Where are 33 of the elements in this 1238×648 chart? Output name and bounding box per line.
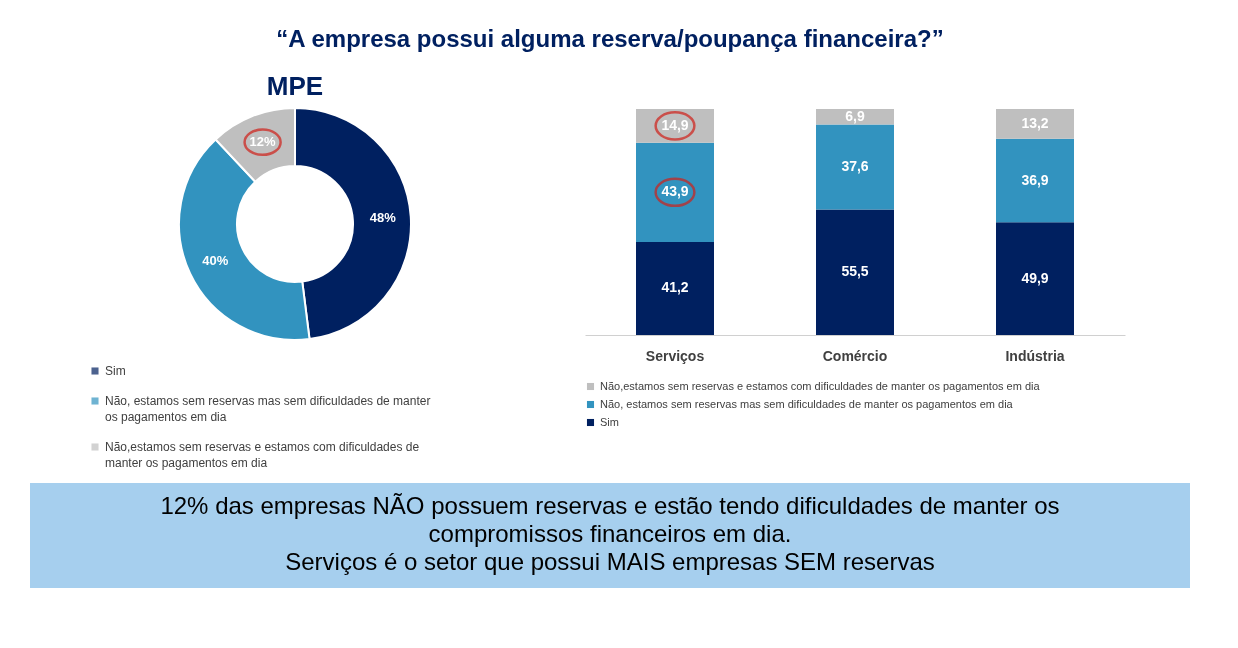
bar	[996, 109, 1074, 139]
x-tick-label: Comércio	[822, 347, 888, 364]
legend-label: Sim	[600, 415, 619, 428]
text: 12% das empresas NÃO possuem reservas e estão tendo dificuldades de manter os compromissos financeiros em dia.	[160, 492, 1060, 547]
bar	[996, 222, 1074, 335]
bar	[816, 124, 894, 210]
legend-label: Não, estamos sem reservas mas sem dificuldades de manter os pagamentos em dia	[600, 397, 1014, 410]
bar	[816, 109, 894, 125]
data-label: 12%	[249, 134, 277, 150]
data-label: 14,9	[661, 116, 689, 133]
data-label: 55,5	[841, 263, 869, 280]
data-label: 43,9	[661, 183, 689, 200]
data-label: 36,9	[1021, 171, 1049, 188]
data-label: 49,9	[1021, 269, 1049, 286]
bar	[636, 142, 714, 242]
data-label: 6,9	[845, 107, 865, 124]
data-label: 40%	[202, 253, 229, 269]
x-tick-label: Indústria	[1005, 347, 1065, 364]
data-label: 13,2	[1021, 114, 1049, 131]
data-label: 41,2	[661, 279, 689, 296]
text: Serviços é o setor que possui MAIS empresas SEM reservas	[285, 548, 935, 575]
bar	[816, 209, 894, 335]
data-label: 37,6	[841, 158, 869, 175]
legend-label: Não, estamos sem reservas mas sem dificuldades de manter os pagamentos em dia	[105, 394, 431, 424]
x-tick-label: Serviços	[645, 347, 705, 364]
bar	[636, 241, 714, 335]
bar	[996, 138, 1074, 223]
legend-label: Não,estamos sem reservas e estamos com dificuldades de manter os pagamentos em dia	[105, 440, 420, 470]
text: “A empresa possui alguma reserva/poupança financeira?”	[276, 25, 944, 52]
legend-label: Sim	[105, 364, 126, 378]
legend-label: Não,estamos sem reservas e estamos com dificuldades de manter os pagamentos em dia	[600, 379, 1041, 392]
chart-subtitle: MPE	[266, 71, 324, 101]
data-label: 48%	[369, 210, 397, 226]
